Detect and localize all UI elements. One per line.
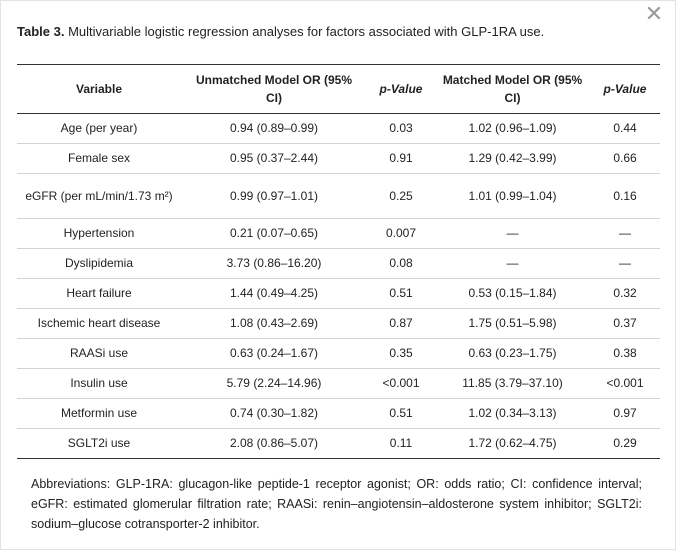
cell-variable: Insulin use <box>17 368 181 399</box>
cell-variable: eGFR (per mL/min/1.73 m²) <box>17 173 181 219</box>
table-row: Heart failure 1.44 (0.49–4.25) 0.51 0.53 (0… <box>17 278 660 309</box>
cell-matched-or: 1.02 (0.96–1.09) <box>435 113 590 144</box>
cell-matched-p: 0.32 <box>590 278 660 309</box>
cell-unmatched-or: 0.99 (0.97–1.01) <box>181 173 367 219</box>
cell-matched-or: 1.75 (0.51–5.98) <box>435 308 590 339</box>
table-row: SGLT2i use 2.08 (0.86–5.07) 0.11 1.72 (0.62… <box>17 428 660 459</box>
table-caption: Table 3. Multivariable logistic regressi… <box>17 23 645 41</box>
table-row: eGFR (per mL/min/1.73 m²) 0.99 (0.97–1.01… <box>17 173 660 219</box>
cell-matched-p: 0.97 <box>590 398 660 429</box>
cell-variable: Female sex <box>17 143 181 174</box>
table-row: Hypertension 0.21 (0.07–0.65) 0.007— — <box>17 218 660 249</box>
cell-matched-or: 0.53 (0.15–1.84) <box>435 278 590 309</box>
cell-variable: Dyslipidemia <box>17 248 181 279</box>
table-row: Age (per year) 0.94 (0.89–0.99) 0.03 1.02 (… <box>17 113 660 144</box>
cell-matched-p: 0.37 <box>590 308 660 339</box>
cell-unmatched-or: 1.44 (0.49–4.25) <box>181 278 367 309</box>
cell-unmatched-p: 0.35 <box>367 338 435 369</box>
close-icon[interactable]: ✕ <box>644 1 664 26</box>
cell-variable: Metformin use <box>17 398 181 429</box>
cell-matched-or: 1.29 (0.42–3.99) <box>435 143 590 174</box>
cell-matched-p: 0.44 <box>590 113 660 144</box>
table-row: RAASi use 0.63 (0.24–1.67) 0.35 0.63 (0.23–… <box>17 338 660 369</box>
cell-matched-p: — <box>590 248 660 279</box>
cell-matched-or: 0.63 (0.23–1.75) <box>435 338 590 369</box>
cell-unmatched-or: 3.73 (0.86–16.20) <box>181 248 367 279</box>
cell-unmatched-or: 0.63 (0.24–1.67) <box>181 338 367 369</box>
table-row: Dyslipidemia 3.73 (0.86–16.20) 0.08— — <box>17 248 660 279</box>
cell-unmatched-p: 0.91 <box>367 143 435 174</box>
caption-text: Multivariable logistic regression analys… <box>64 24 545 39</box>
cell-matched-or: 11.85 (3.79–37.10) <box>435 368 590 399</box>
regression-table: Variable Unmatched Model OR (95% CI) p-V… <box>17 64 660 459</box>
cell-matched-p: 0.66 <box>590 143 660 174</box>
cell-matched-or: — <box>435 248 590 279</box>
cell-unmatched-p: 0.51 <box>367 278 435 309</box>
cell-matched-p: — <box>590 218 660 249</box>
cell-matched-p: <0.001 <box>590 368 660 399</box>
table-row: Insulin use 5.79 (2.24–14.96) <0.001 11.85 … <box>17 368 660 399</box>
column-header-unmatched-p: p-Value <box>379 82 423 96</box>
column-header-matched-p: p-Value <box>603 82 647 96</box>
cell-unmatched-or: 5.79 (2.24–14.96) <box>181 368 367 399</box>
table-row: Female sex 0.95 (0.37–2.44) 0.91 1.29 (0.42… <box>17 143 660 174</box>
cell-matched-or: 1.01 (0.99–1.04) <box>435 173 590 219</box>
cell-unmatched-p: 0.87 <box>367 308 435 339</box>
cell-variable: RAASi use <box>17 338 181 369</box>
cell-matched-p: 0.38 <box>590 338 660 369</box>
cell-unmatched-p: 0.03 <box>367 113 435 144</box>
table-row: Ischemic heart disease 1.08 (0.43–2.69) 0.… <box>17 308 660 339</box>
cell-unmatched-p: 0.08 <box>367 248 435 279</box>
table-header-row: Variable Unmatched Model OR (95% CI) p-V… <box>17 64 660 114</box>
caption-label: Table 3. <box>17 24 65 39</box>
cell-unmatched-p: 0.007 <box>367 218 435 249</box>
cell-variable: Hypertension <box>17 218 181 249</box>
cell-matched-p: 0.29 <box>590 428 660 459</box>
cell-variable: Heart failure <box>17 278 181 309</box>
cell-unmatched-p: <0.001 <box>367 368 435 399</box>
cell-matched-or: 1.02 (0.34–3.13) <box>435 398 590 429</box>
cell-variable: Ischemic heart disease <box>17 308 181 339</box>
cell-matched-or: — <box>435 218 590 249</box>
table-footnote: Abbreviations: GLP-1RA: glucagon-like pe… <box>31 477 642 531</box>
cell-unmatched-or: 2.08 (0.86–5.07) <box>181 428 367 459</box>
cell-matched-or: 1.72 (0.62–4.75) <box>435 428 590 459</box>
cell-unmatched-or: 0.74 (0.30–1.82) <box>181 398 367 429</box>
cell-unmatched-or: 0.95 (0.37–2.44) <box>181 143 367 174</box>
cell-unmatched-or: 1.08 (0.43–2.69) <box>181 308 367 339</box>
cell-matched-p: 0.16 <box>590 173 660 219</box>
cell-unmatched-p: 0.25 <box>367 173 435 219</box>
cell-unmatched-or: 0.94 (0.89–0.99) <box>181 113 367 144</box>
cell-unmatched-p: 0.51 <box>367 398 435 429</box>
column-header-variable: Variable <box>75 82 123 96</box>
cell-unmatched-or: 0.21 (0.07–0.65) <box>181 218 367 249</box>
cell-unmatched-p: 0.11 <box>367 428 435 459</box>
table-row: Metformin use 0.74 (0.30–1.82) 0.51 1.02 (0… <box>17 398 660 429</box>
column-header-unmatched-or: Unmatched Model OR (95% CI) <box>195 73 353 105</box>
column-header-matched-or: Matched Model OR (95% CI) <box>442 73 583 105</box>
cell-variable: Age (per year) <box>17 113 181 144</box>
cell-variable: SGLT2i use <box>17 428 181 459</box>
